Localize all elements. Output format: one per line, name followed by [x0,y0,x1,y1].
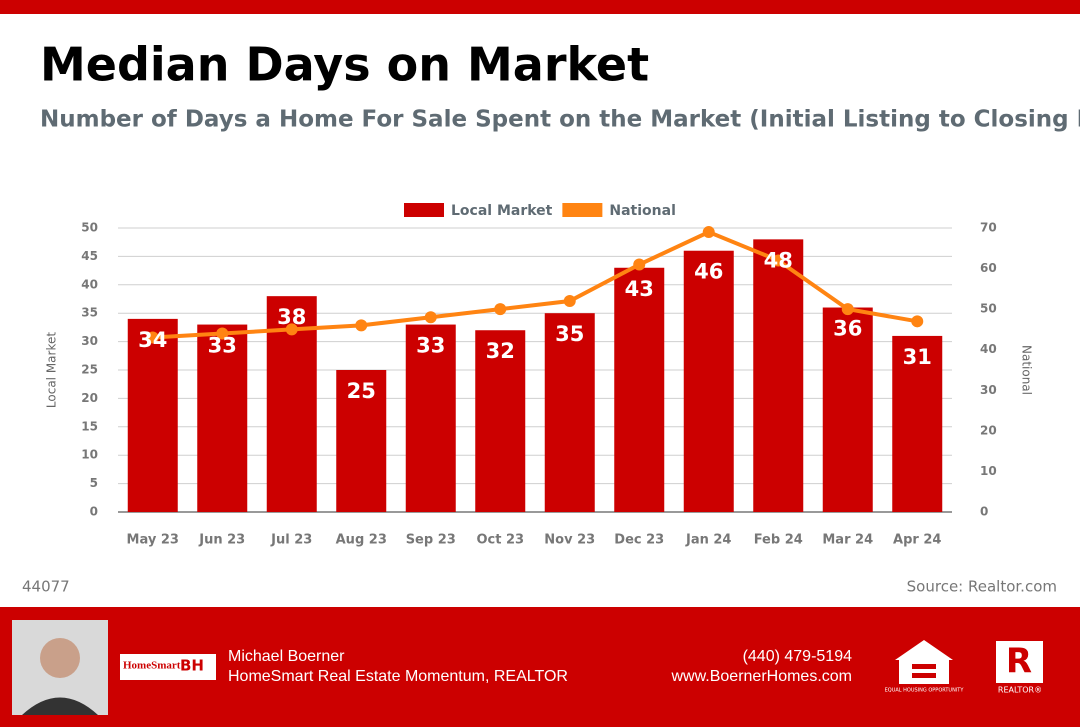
realtor-text: REALTOR® [998,686,1042,695]
y-tick-label: 40 [81,277,98,291]
line-point [911,315,924,328]
value-label: 46 [694,260,723,284]
x-tick-label: Apr 24 [893,533,941,548]
line-point [563,295,576,308]
x-tick-label: Mar 24 [822,533,873,548]
line-point [494,303,507,316]
equal-housing-text: EQUAL HOUSING OPPORTUNITY [885,688,965,694]
x-tick-label: May 23 [127,533,179,548]
equal-housing-icon [895,640,953,684]
value-label: 43 [625,277,654,301]
brand-logo [120,654,216,680]
y-tick-label: 50 [81,221,98,235]
value-label: 33 [416,334,445,358]
bar [127,318,178,512]
y2-tick-label: 70 [980,221,997,235]
y2-tick-label: 10 [980,464,997,478]
bar [614,267,665,512]
top-bar [0,0,1080,14]
y2-tick-label: 0 [980,505,988,519]
y2-tick-label: 50 [980,302,997,316]
bar [683,250,734,512]
line-point [216,327,229,340]
line-point [146,331,159,344]
zip-code: 44077 [22,578,70,596]
agent-website[interactable]: www.BoernerHomes.com [671,668,853,685]
line-point [772,254,785,267]
y-tick-label: 0 [90,505,98,519]
legend-label: National [609,203,676,219]
realtor-mark: R [1006,642,1032,682]
bar [544,313,595,512]
brand-text-2: BH [180,657,204,675]
bar [405,324,456,512]
value-label: 32 [486,339,515,363]
x-tick-label: Feb 24 [754,533,803,548]
line-point [841,303,854,316]
legend-label: Local Market [451,203,553,219]
value-label: 25 [347,379,376,403]
x-tick-label: Nov 23 [544,533,595,548]
y-tick-label: 45 [81,249,98,263]
bar [475,330,526,512]
realtor-logo [996,641,1043,683]
equal-housing-bar [912,673,936,678]
bar [336,370,387,512]
line-point [702,226,715,239]
agent-photo-face [40,638,80,678]
value-label: 38 [277,305,306,329]
y-tick-label: 30 [81,334,98,348]
x-tick-label: Dec 23 [614,533,664,548]
y2-axis-title: National [1020,345,1034,395]
x-tick-label: Sep 23 [406,533,456,548]
x-tick-label: Aug 23 [336,533,387,548]
value-label: 48 [764,248,793,272]
line-point [355,319,368,332]
x-tick-label: Oct 23 [476,533,524,548]
agent-company: HomeSmart Real Estate Momentum, REALTOR [228,668,568,685]
agent-phone: (440) 479-5194 [743,648,853,665]
bar [822,307,873,512]
legend-swatch [562,203,603,217]
line-point [633,258,646,271]
value-label: 34 [138,328,167,352]
x-tick-label: Jan 24 [685,533,731,548]
y-tick-label: 25 [81,363,98,377]
y-tick-label: 35 [81,306,98,320]
y2-tick-label: 40 [980,342,997,356]
agent-photo-body [22,697,98,715]
value-label: 33 [208,334,237,358]
x-tick-label: Jul 23 [270,533,312,548]
x-tick-label: Jun 23 [198,533,245,548]
y2-tick-label: 30 [980,383,997,397]
value-label: 31 [903,345,932,369]
y-tick-label: 15 [81,419,98,433]
y-tick-label: 5 [90,476,98,490]
y2-tick-label: 20 [980,423,997,437]
chart-title: Median Days on Market [40,38,649,92]
source: Source: Realtor.com [907,578,1057,596]
value-label: 36 [833,317,862,341]
chart-subtitle: Number of Days a Home For Sale Spent on … [40,107,1080,133]
line [152,229,918,340]
brand-text: HomeSmart [123,660,181,672]
legend-swatch [404,203,444,217]
line-point [285,323,298,336]
bar [892,335,943,512]
y-axis-title: Local Market [45,332,59,408]
y-tick-label: 20 [81,391,98,405]
y2-tick-label: 60 [980,261,997,275]
bar [753,239,804,513]
equal-housing-bar [912,664,936,669]
agent-name: Michael Boerner [228,648,345,665]
line-point [424,311,437,324]
y-tick-label: 10 [81,448,98,462]
value-label: 35 [555,322,584,346]
bar [197,324,248,512]
